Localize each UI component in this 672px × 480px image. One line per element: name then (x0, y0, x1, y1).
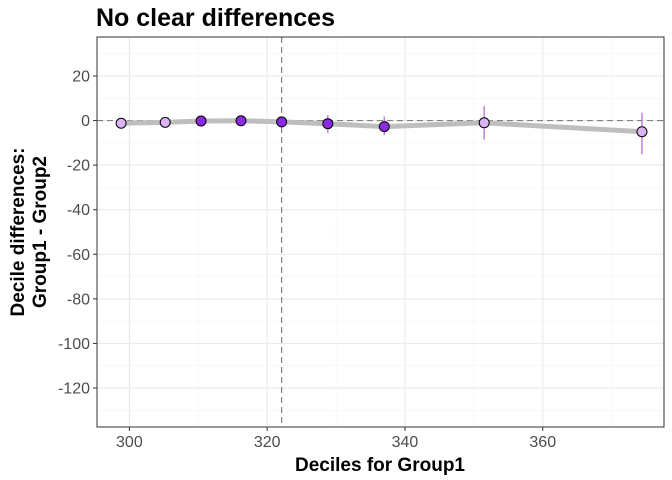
x-tick-label: 320 (254, 434, 281, 451)
y-tick-label: -80 (67, 291, 90, 308)
data-point (195, 115, 207, 127)
y-tick-label: -120 (58, 381, 90, 398)
data-point (276, 116, 288, 128)
panel-border-rect (96, 36, 665, 428)
x-tick-label: 340 (392, 434, 419, 451)
grid-minor (97, 37, 664, 427)
y-tick-label: 20 (72, 69, 90, 86)
decile-points (115, 115, 648, 138)
y-tick-label: 0 (81, 113, 90, 130)
data-point (378, 121, 390, 133)
y-tick-label: -20 (67, 158, 90, 175)
y-axis-ticks: 20 0 -20 -40 -60 -80 -100 -120 (58, 69, 97, 398)
y-axis-title-line-1: Decile differences: (8, 148, 29, 317)
data-point (159, 116, 171, 128)
chart-title: No clear differences (96, 4, 335, 32)
data-point (322, 118, 334, 130)
y-tick-label: -60 (67, 247, 90, 264)
data-point (115, 117, 127, 129)
y-axis-title-line-2: Group1 - Group2 (30, 156, 51, 308)
y-tick-label: -40 (67, 202, 90, 219)
x-axis-ticks: 300 320 340 360 (116, 427, 556, 451)
data-point (478, 117, 490, 129)
y-tick-label: -100 (58, 336, 90, 353)
x-tick-label: 300 (116, 434, 143, 451)
data-point (235, 115, 247, 127)
x-axis-title: Deciles for Group1 (295, 455, 465, 476)
data-point (636, 126, 648, 138)
panel-border (96, 36, 665, 428)
y-axis-title: Decile differences: Group1 - Group2 (8, 148, 51, 317)
x-tick-label: 360 (529, 434, 556, 451)
